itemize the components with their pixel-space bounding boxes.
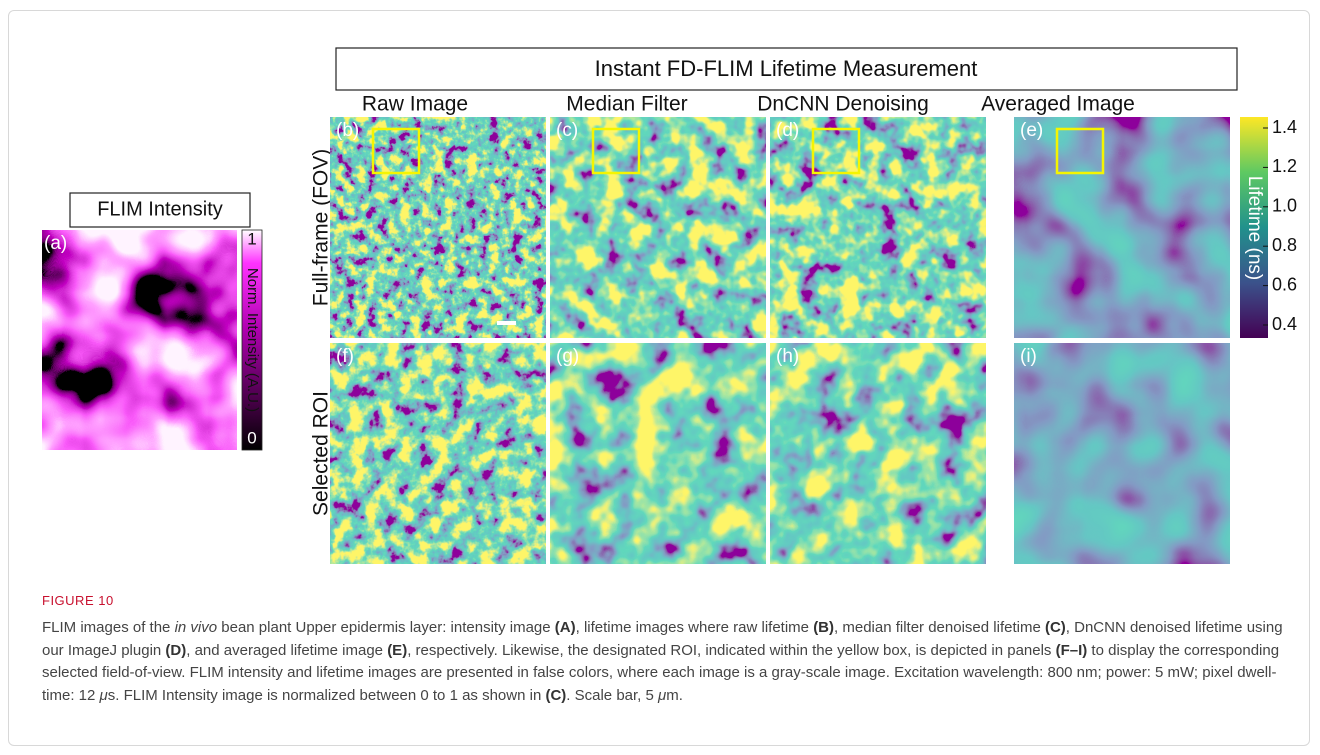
caption-segment: (A) (554, 619, 576, 636)
lifetime-image (770, 117, 986, 338)
column-header: Median Filter (566, 93, 687, 116)
lifetime-image (330, 343, 546, 564)
figure-frame (8, 10, 1310, 746)
caption: FLIM images of the in vivo bean plant Up… (42, 617, 1287, 707)
caption-segment: , DnCNN denoised lifetime using our Imag… (42, 619, 1283, 659)
title-box (335, 47, 1238, 91)
colorbar-tick-label: 0.6 (1272, 274, 1297, 294)
caption-segment: (C) (545, 686, 567, 704)
caption-segment: , respectively. Likewise, the designated… (407, 641, 1056, 659)
caption-segment: (C) (1044, 619, 1066, 636)
caption-segment: s. FLIM Intensity image is normalized be… (107, 686, 546, 704)
lifetime-colorbar (1240, 117, 1268, 338)
caption-segment: to display the corresponding selected fi… (42, 641, 1280, 704)
caption-segment: bean plant Upper epidermis layer: intens… (217, 619, 555, 636)
colorbar-min: 0 (247, 428, 256, 447)
panel-label: (e) (1020, 120, 1043, 141)
roi-box (591, 127, 641, 175)
row-label: Selected ROI (310, 391, 333, 516)
caption-segment: m. (666, 686, 683, 704)
caption-segment: , median filter denoised lifetime (834, 619, 1045, 636)
caption-segment: in vivo (174, 619, 218, 636)
row-label: Full-frame (FOV) (310, 149, 333, 307)
panel-label: (i) (1020, 346, 1037, 367)
colorbar-max: 1 (247, 229, 256, 248)
roi-box (811, 127, 861, 175)
intensity-title: FLIM Intensity (97, 198, 223, 220)
lifetime-image (770, 343, 986, 564)
lifetime-image (1014, 343, 1230, 564)
caption-segment: (F–I) (1055, 641, 1088, 659)
panel-label: (h) (776, 346, 799, 367)
figure-label: FIGURE 10 (42, 593, 114, 608)
caption-segment: . Scale bar, 5 (566, 686, 659, 704)
panel-label: (d) (776, 120, 799, 141)
panel-label: (a) (44, 233, 67, 254)
roi-box (371, 127, 421, 175)
column-header: DnCNN Denoising (757, 93, 929, 116)
figure-graphic: Instant FD-FLIM Lifetime Measurement FLIM… (42, 47, 1297, 564)
caption-segment: μ (99, 686, 108, 704)
panel-label: (g) (556, 346, 579, 367)
panel-label: (c) (556, 120, 578, 141)
lifetime-image (330, 117, 546, 338)
caption-segment: FLIM images of the (42, 619, 175, 636)
intensity-colorbar (241, 229, 263, 451)
roi-box (1055, 127, 1105, 175)
lifetime-image (550, 343, 766, 564)
intensity-image (42, 230, 237, 450)
scale-bar (497, 321, 516, 325)
caption-segment: , lifetime images where raw lifetime (575, 619, 814, 636)
colorbar-tick-label: 1.4 (1272, 117, 1297, 137)
colorbar-tick-label: 1.2 (1272, 156, 1297, 176)
title-box-text: Instant FD-FLIM Lifetime Measurement (595, 56, 978, 81)
caption-segment: (D) (165, 641, 187, 659)
panel-label: (b) (336, 120, 359, 141)
intensity-title-box (69, 192, 251, 228)
colorbar-title: Lifetime (ns) (1244, 176, 1265, 281)
column-header: Raw Image (362, 93, 468, 116)
lifetime-image (1014, 117, 1230, 338)
colorbar-tick-label: 0.8 (1272, 235, 1297, 255)
lifetime-image (550, 117, 766, 338)
colorbar-tick-label: 0.4 (1272, 314, 1297, 334)
colorbar-title: Norm. Intensity (A.U.) (244, 268, 261, 412)
caption-segment: , and averaged lifetime image (186, 641, 388, 659)
caption-segment: (B) (813, 619, 835, 636)
column-header: Averaged Image (981, 93, 1135, 116)
caption-segment: (E) (387, 641, 408, 659)
caption-segment: μ (658, 686, 667, 704)
colorbar-tick-label: 1.0 (1272, 196, 1297, 216)
panel-label: (f) (336, 346, 354, 367)
